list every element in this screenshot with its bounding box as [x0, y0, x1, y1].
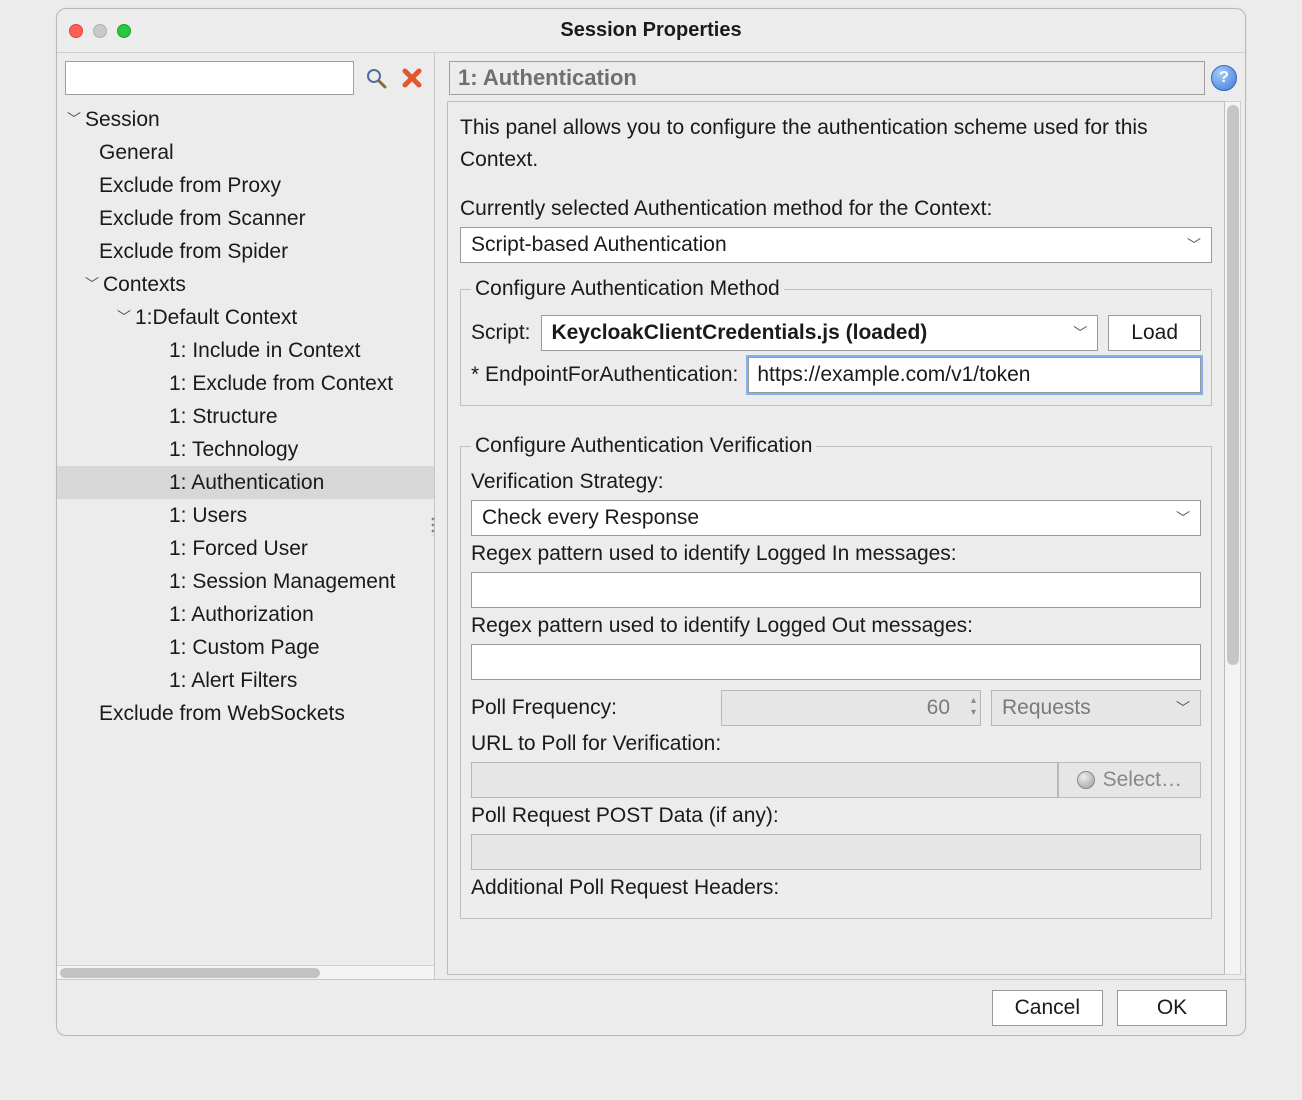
- tree-node[interactable]: 1: Authorization: [57, 598, 434, 631]
- splitter-handle[interactable]: [435, 53, 441, 979]
- tree-node[interactable]: Exclude from WebSockets: [57, 697, 434, 730]
- content-panel: This panel allows you to configure the a…: [447, 101, 1225, 975]
- tree-node[interactable]: 1: Technology: [57, 433, 434, 466]
- panel-title: 1: Authentication: [449, 61, 1205, 95]
- session-properties-window: Session Properties: [56, 8, 1246, 1036]
- strategy-label: Verification Strategy:: [471, 470, 1201, 494]
- tree-node-authentication[interactable]: 1: Authentication: [57, 466, 434, 499]
- select-button-label: Select…: [1103, 768, 1182, 792]
- strategy-value: Check every Response: [482, 506, 699, 530]
- poll-freq-spinner[interactable]: 60 ▴ ▾: [721, 690, 981, 726]
- script-value: KeycloakClientCredentials.js (loaded): [552, 321, 928, 345]
- poll-url-input: [471, 762, 1058, 798]
- tree-node[interactable]: General: [57, 136, 434, 169]
- tree-node[interactable]: Exclude from Spider: [57, 235, 434, 268]
- tree-node[interactable]: 1: Custom Page: [57, 631, 434, 664]
- window-body: ﹀ Session General Exclude from Proxy Exc…: [57, 53, 1245, 979]
- tree-node-default-context[interactable]: ﹀ 1:Default Context: [57, 301, 434, 334]
- config-method-legend: Configure Authentication Method: [471, 277, 784, 301]
- poll-freq-label: Poll Frequency:: [471, 696, 711, 720]
- chevron-down-icon[interactable]: ﹀: [115, 309, 133, 327]
- config-verify-legend: Configure Authentication Verification: [471, 434, 816, 458]
- load-button[interactable]: Load: [1108, 315, 1201, 351]
- nav-tree[interactable]: ﹀ Session General Exclude from Proxy Exc…: [57, 101, 434, 965]
- chevron-down-icon[interactable]: ﹀: [65, 111, 83, 129]
- regex-in-input[interactable]: [471, 572, 1201, 608]
- chevron-down-icon[interactable]: ﹀: [83, 276, 101, 294]
- chevron-down-icon[interactable]: ▾: [971, 707, 976, 718]
- poll-url-label: URL to Poll for Verification:: [471, 732, 1201, 756]
- cancel-button[interactable]: Cancel: [992, 990, 1103, 1026]
- titlebar: Session Properties: [57, 9, 1245, 53]
- horizontal-scrollbar[interactable]: [57, 965, 434, 979]
- tree-node[interactable]: 1: Structure: [57, 400, 434, 433]
- poll-post-label: Poll Request POST Data (if any):: [471, 804, 1201, 828]
- auth-method-value: Script-based Authentication: [471, 233, 727, 257]
- script-combo[interactable]: KeycloakClientCredentials.js (loaded) ﹀: [541, 315, 1099, 351]
- tree-node[interactable]: 1: Include in Context: [57, 334, 434, 367]
- config-verify-group: Configure Authentication Verification Ve…: [460, 434, 1212, 919]
- search-icon[interactable]: [362, 64, 390, 92]
- tree-node[interactable]: 1: Forced User: [57, 532, 434, 565]
- endpoint-label: * EndpointForAuthentication:: [471, 363, 738, 387]
- regex-in-label: Regex pattern used to identify Logged In…: [471, 542, 1201, 566]
- clear-icon[interactable]: [398, 64, 426, 92]
- scrollbar-thumb[interactable]: [1227, 105, 1239, 665]
- endpoint-input[interactable]: https://example.com/v1/token: [748, 357, 1201, 393]
- left-pane: ﹀ Session General Exclude from Proxy Exc…: [57, 53, 435, 979]
- config-method-group: Configure Authentication Method Script: …: [460, 277, 1212, 406]
- chevron-down-icon: ﹀: [1187, 235, 1201, 255]
- regex-out-input[interactable]: [471, 644, 1201, 680]
- tree-node[interactable]: 1: Exclude from Context: [57, 367, 434, 400]
- content-wrap: This panel allows you to configure the a…: [441, 101, 1245, 979]
- auth-method-combo[interactable]: Script-based Authentication ﹀: [460, 227, 1212, 263]
- script-label: Script:: [471, 321, 531, 345]
- spinner-buttons[interactable]: ▴ ▾: [971, 695, 976, 718]
- scrollbar-thumb[interactable]: [60, 968, 320, 978]
- chevron-down-icon: ﹀: [1073, 323, 1087, 343]
- chevron-down-icon: ﹀: [1176, 698, 1190, 718]
- footer: Cancel OK: [57, 979, 1245, 1035]
- chevron-up-icon[interactable]: ▴: [971, 695, 976, 706]
- help-icon[interactable]: ?: [1211, 65, 1237, 91]
- strategy-combo[interactable]: Check every Response ﹀: [471, 500, 1201, 536]
- chevron-down-icon: ﹀: [1176, 508, 1190, 528]
- endpoint-value: https://example.com/v1/token: [757, 363, 1030, 387]
- select-button: Select…: [1058, 762, 1201, 798]
- tree-node[interactable]: Exclude from Scanner: [57, 202, 434, 235]
- poll-units-value: Requests: [1002, 696, 1091, 720]
- right-pane: 1: Authentication ? This panel allows yo…: [441, 53, 1245, 979]
- left-toolbar: [57, 53, 434, 101]
- search-input[interactable]: [65, 61, 354, 95]
- poll-headers-label: Additional Poll Request Headers:: [471, 876, 1201, 900]
- poll-post-input: [471, 834, 1201, 870]
- tree-node[interactable]: Exclude from Proxy: [57, 169, 434, 202]
- tree-node-session[interactable]: ﹀ Session: [57, 103, 434, 136]
- method-label: Currently selected Authentication method…: [460, 197, 1212, 221]
- tree-node-contexts[interactable]: ﹀ Contexts: [57, 268, 434, 301]
- panel-description: This panel allows you to configure the a…: [460, 112, 1212, 175]
- vertical-scrollbar[interactable]: [1225, 101, 1241, 975]
- window-title: Session Properties: [57, 19, 1245, 42]
- poll-units-combo: Requests ﹀: [991, 690, 1201, 726]
- globe-icon: [1077, 771, 1095, 789]
- tree-node[interactable]: 1: Session Management: [57, 565, 434, 598]
- right-header: 1: Authentication ?: [441, 53, 1245, 101]
- tree-node[interactable]: 1: Alert Filters: [57, 664, 434, 697]
- ok-button[interactable]: OK: [1117, 990, 1227, 1026]
- tree-node[interactable]: 1: Users: [57, 499, 434, 532]
- poll-freq-value: 60: [927, 696, 950, 720]
- regex-out-label: Regex pattern used to identify Logged Ou…: [471, 614, 1201, 638]
